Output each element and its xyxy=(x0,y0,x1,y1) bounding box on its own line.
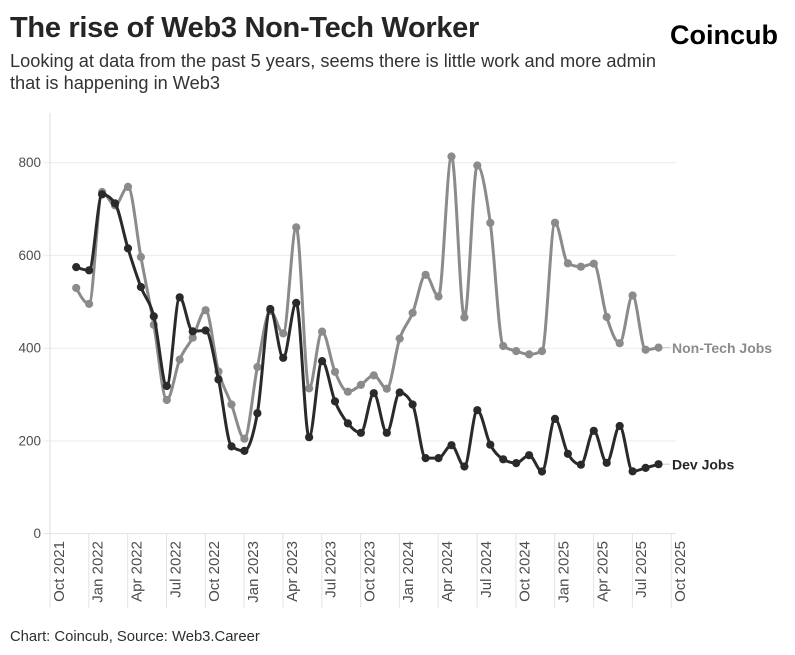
svg-text:Jan 2022: Jan 2022 xyxy=(90,541,107,603)
svg-text:Oct 2021: Oct 2021 xyxy=(51,541,68,602)
svg-text:200: 200 xyxy=(18,434,41,449)
svg-text:Jan 2024: Jan 2024 xyxy=(400,541,417,603)
svg-text:Apr 2025: Apr 2025 xyxy=(594,541,611,602)
svg-text:400: 400 xyxy=(18,341,41,356)
svg-text:Jan 2025: Jan 2025 xyxy=(556,541,573,603)
svg-text:Apr 2022: Apr 2022 xyxy=(129,541,146,602)
svg-text:Non-Tech Jobs: Non-Tech Jobs xyxy=(672,340,772,356)
svg-text:Jan 2023: Jan 2023 xyxy=(245,541,262,603)
svg-text:Jul 2022: Jul 2022 xyxy=(167,541,184,598)
svg-text:0: 0 xyxy=(33,526,41,541)
svg-text:Oct 2022: Oct 2022 xyxy=(206,541,223,602)
svg-text:Apr 2024: Apr 2024 xyxy=(439,541,456,602)
svg-text:Oct 2024: Oct 2024 xyxy=(517,541,534,602)
svg-text:Oct 2023: Oct 2023 xyxy=(361,541,378,602)
svg-text:Jul 2023: Jul 2023 xyxy=(323,541,340,598)
svg-text:Oct 2025: Oct 2025 xyxy=(672,541,689,602)
svg-text:800: 800 xyxy=(18,155,41,170)
svg-text:Jul 2024: Jul 2024 xyxy=(478,541,495,598)
svg-text:600: 600 xyxy=(18,248,41,263)
svg-text:Jul 2025: Jul 2025 xyxy=(633,541,650,598)
svg-text:Dev Jobs: Dev Jobs xyxy=(672,456,734,472)
svg-text:Apr 2023: Apr 2023 xyxy=(284,541,301,602)
